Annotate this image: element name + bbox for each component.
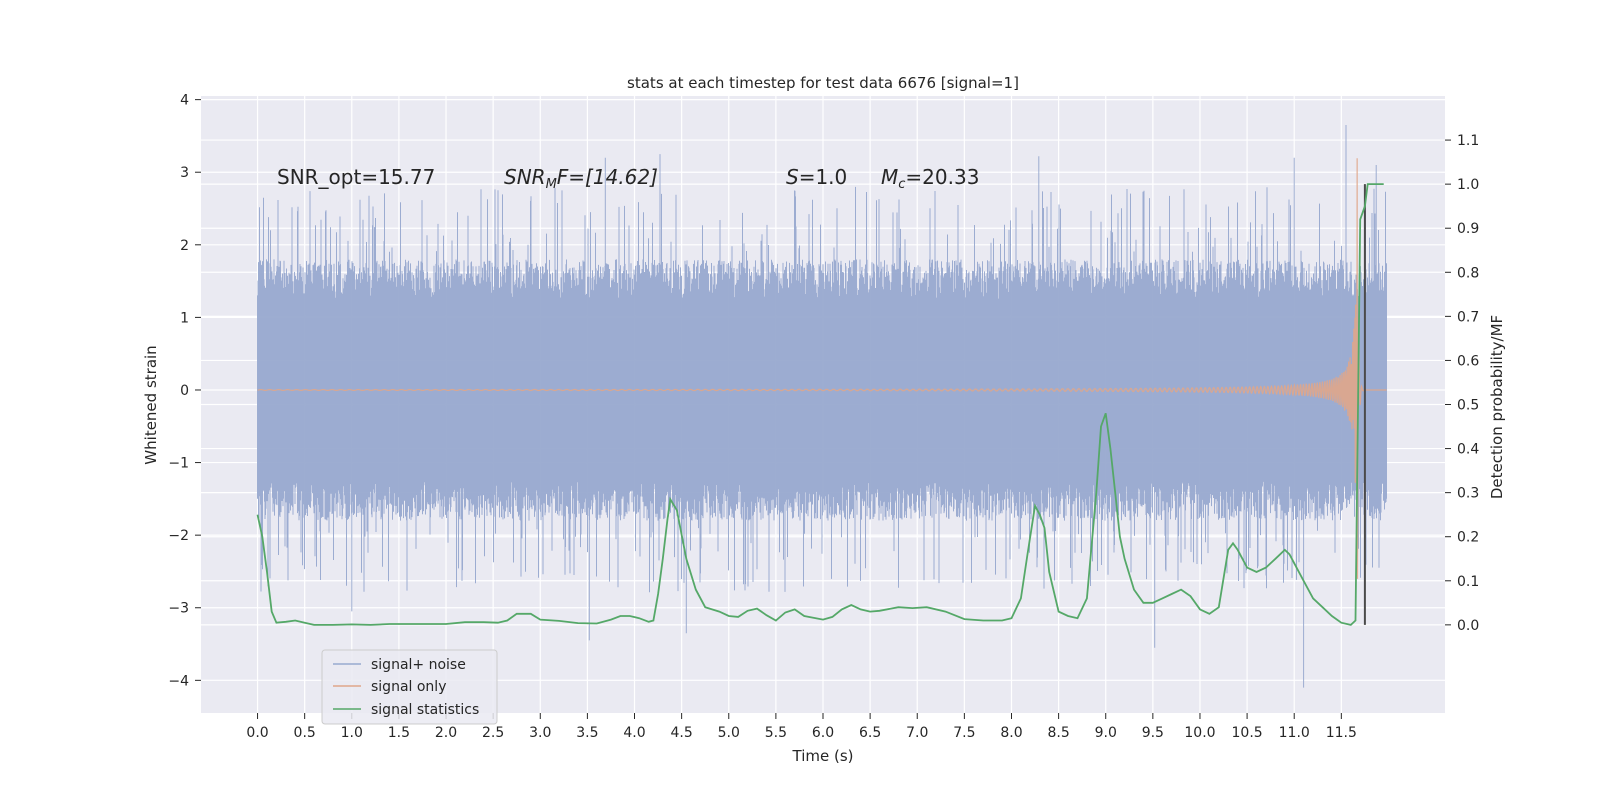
- x-tick-label: 4.5: [671, 725, 693, 741]
- y2-tick-label: 1.0: [1457, 177, 1479, 193]
- x-tick-label: 2.5: [482, 725, 504, 741]
- y2-tick-label: 0.7: [1457, 309, 1479, 325]
- y2-tick-label: 0.8: [1457, 265, 1479, 281]
- x-tick-label: 5.0: [718, 725, 740, 741]
- x-tick-label: 1.0: [341, 725, 363, 741]
- y2-tick-label: 0.4: [1457, 442, 1479, 458]
- x-tick-label: 10.5: [1232, 725, 1263, 741]
- legend-box: [321, 649, 498, 725]
- y-axis-label: Whitened strain: [142, 345, 160, 464]
- x-tick-label: 9.5: [1142, 725, 1164, 741]
- y-tick-label: −2: [168, 528, 189, 544]
- x-tick-label: 8.5: [1047, 725, 1069, 741]
- snr-opt-annotation: SNR_opt=15.77: [277, 165, 435, 189]
- x-tick-label: 9.0: [1095, 725, 1117, 741]
- x-axis-label: Time (s): [792, 747, 854, 765]
- x-tick-label: 3.0: [529, 725, 551, 741]
- x-tick-label: 3.5: [576, 725, 598, 741]
- x-tick-label: 4.0: [623, 725, 645, 741]
- x-tick-label: 0.0: [246, 725, 268, 741]
- y-tick-label: 2: [180, 238, 189, 254]
- y-tick-label: 3: [180, 165, 189, 181]
- signal-noise-series: [257, 125, 1387, 688]
- y-tick-label: −3: [168, 601, 189, 617]
- x-tick-label: 6.5: [859, 725, 881, 741]
- detection-probability-line: [256, 183, 1384, 626]
- signal-chirp-trace: [257, 158, 1387, 579]
- y2-tick-label: 1.1: [1457, 133, 1479, 149]
- x-tick-label: 7.0: [906, 725, 928, 741]
- y2-tick-label: 0.6: [1457, 353, 1479, 369]
- y2-tick-label: 0.2: [1457, 530, 1479, 546]
- y-tick-label: −4: [168, 673, 189, 689]
- y-tick-label: 4: [180, 93, 189, 109]
- chart-title: stats at each timestep for test data 667…: [627, 74, 1019, 92]
- x-tick-label: 5.5: [765, 725, 787, 741]
- x-tick-label: 11.5: [1326, 725, 1357, 741]
- legend-label-signal: signal only: [371, 679, 446, 695]
- y2-tick-label: 0.9: [1457, 221, 1479, 237]
- axes-ticks: 0.0 0.5 1.0 1.5 2.0 2.5 3.0 3.5 4.0 4.5 5.0 5.5 6.0 6…: [168, 93, 1479, 741]
- signal-statistics-series: [256, 183, 1384, 626]
- x-tick-label: 11.0: [1279, 725, 1310, 741]
- x-tick-label: 10.0: [1184, 725, 1215, 741]
- legend-label-noise: signal+ noise: [371, 657, 466, 673]
- y2-tick-label: 0.0: [1457, 618, 1479, 634]
- y2-axis-label: Detection probability/MF: [1488, 315, 1506, 499]
- mc-annotation: Mc=20.33: [881, 165, 979, 192]
- legend: signal+ noise signal only signal statist…: [321, 649, 498, 725]
- y-tick-label: 0: [180, 383, 189, 399]
- s-annotation: S=1.0: [786, 165, 847, 189]
- x-tick-label: 8.0: [1000, 725, 1022, 741]
- snr-mf-annotation: SNRMF=[14.62]: [504, 165, 658, 192]
- x-tick-label: 2.0: [435, 725, 457, 741]
- y2-tick-label: 0.3: [1457, 486, 1479, 502]
- y2-tick-label: 0.1: [1457, 574, 1479, 590]
- signal-only-series: [257, 158, 1387, 579]
- x-tick-label: 1.5: [388, 725, 410, 741]
- legend-label-stat: signal statistics: [371, 702, 479, 718]
- x-tick-label: 7.5: [953, 725, 975, 741]
- y-tick-label: 1: [180, 310, 189, 326]
- x-tick-label: 6.0: [812, 725, 834, 741]
- y-tick-label: −1: [168, 456, 189, 472]
- noise-trace: [257, 125, 1387, 688]
- y2-tick-label: 0.5: [1457, 398, 1479, 414]
- x-tick-label: 0.5: [294, 725, 316, 741]
